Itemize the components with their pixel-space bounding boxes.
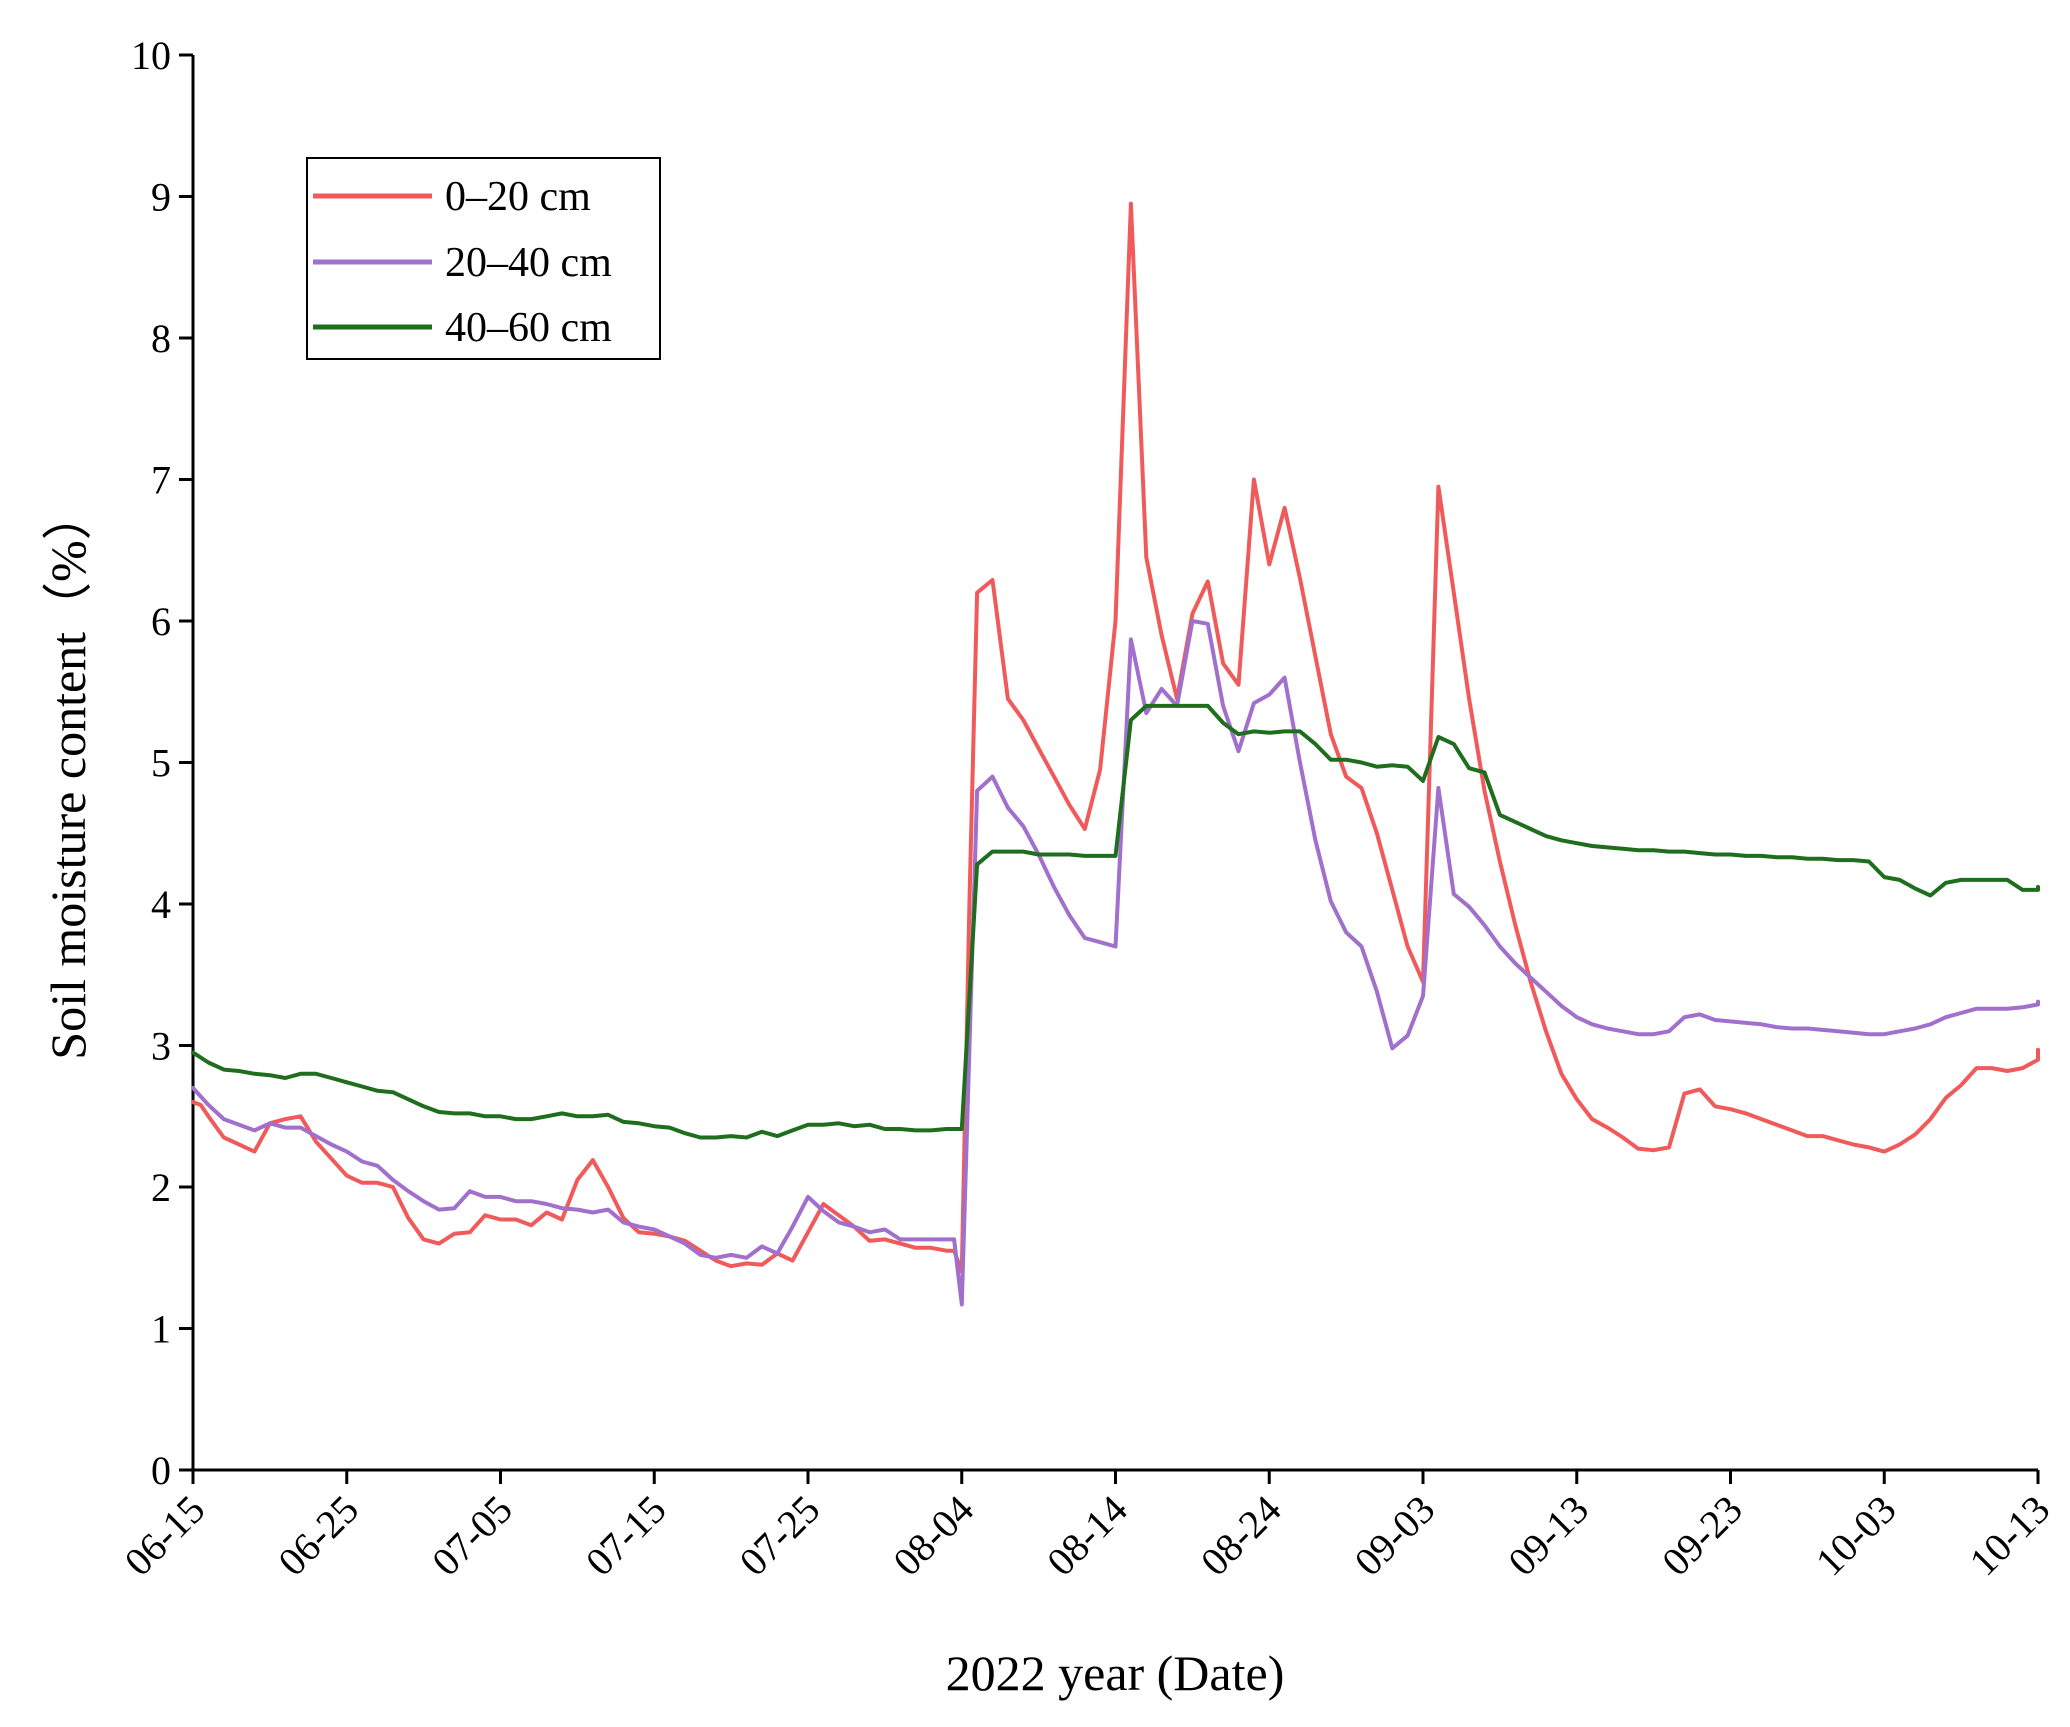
x-tick-label-07-25: 07-25 (731, 1487, 829, 1585)
series-line-0-20cm (191, 201, 2040, 1274)
x-tick-label-09-03: 09-03 (1346, 1487, 1444, 1585)
x-tick-label-10-03: 10-03 (1807, 1487, 1905, 1585)
legend-label-40-60cm: 40–60 cm (445, 305, 612, 351)
y-tick-label-9: 9 (151, 175, 171, 220)
y-tick-label-2: 2 (151, 1165, 171, 1210)
y-tick-label-5: 5 (151, 741, 171, 786)
legend: 0–20 cm 20–40 cm 40–60 cm (306, 157, 661, 360)
x-tick-label-09-13: 09-13 (1499, 1487, 1597, 1585)
x-tick-label-09-23: 09-23 (1653, 1487, 1751, 1585)
y-tick-label-4: 4 (151, 882, 171, 927)
series-lines (191, 201, 2040, 1307)
y-axis-title: Soil moisture content（%） (40, 490, 96, 1059)
y-ticks: 0 1 2 3 4 5 6 7 8 9 10 (131, 33, 193, 1493)
legend-label-20-40cm: 20–40 cm (445, 240, 612, 286)
y-tick-label-3: 3 (151, 1024, 171, 1069)
series-line-20-40cm (191, 619, 2040, 1307)
x-tick-label-06-15: 06-15 (116, 1487, 214, 1585)
y-tick-label-10: 10 (131, 33, 171, 78)
y-tick-label-7: 7 (151, 458, 171, 503)
y-tick-label-6: 6 (151, 599, 171, 644)
x-tick-label-07-15: 07-15 (577, 1487, 675, 1585)
x-tick-label-07-05: 07-05 (423, 1487, 521, 1585)
x-axis-title: 2022 year (Date) (946, 1645, 1285, 1701)
y-tick-label-0: 0 (151, 1448, 171, 1493)
y-tick-label-1: 1 (151, 1307, 171, 1352)
x-tick-label-10-13: 10-13 (1961, 1487, 2059, 1585)
x-tick-label-08-14: 08-14 (1038, 1487, 1136, 1585)
x-tick-label-08-24: 08-24 (1192, 1487, 1290, 1585)
x-ticks: 06-15 06-25 07-05 07-15 07-25 08-04 08-14 08-24… (116, 1470, 2059, 1585)
x-tick-label-06-25: 06-25 (269, 1487, 367, 1585)
y-tick-label-8: 8 (151, 316, 171, 361)
x-tick-label-08-04: 08-04 (884, 1487, 982, 1585)
series-line-40-60cm (191, 703, 2040, 1140)
legend-label-0-20cm: 0–20 cm (445, 174, 591, 220)
